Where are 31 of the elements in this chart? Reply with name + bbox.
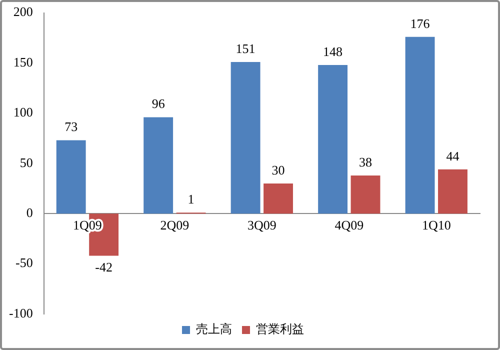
legend-label: 売上高 bbox=[196, 322, 232, 336]
y-tick-label: 100 bbox=[13, 104, 33, 120]
data-label: 151 bbox=[236, 40, 256, 56]
y-tick-label: 50 bbox=[20, 154, 33, 170]
x-tick-label: 2Q09 bbox=[160, 218, 190, 233]
y-tick-label: 150 bbox=[13, 54, 33, 70]
legend-label: 営業利益 bbox=[256, 322, 304, 336]
data-label: 96 bbox=[152, 96, 166, 112]
data-label: 38 bbox=[359, 154, 372, 170]
data-label: 44 bbox=[446, 148, 460, 164]
y-tick-label: -50 bbox=[15, 255, 33, 270]
x-tick-label: 3Q09 bbox=[247, 218, 276, 233]
x-tick-label: 4Q09 bbox=[334, 218, 364, 233]
bar bbox=[405, 36, 435, 214]
bar bbox=[318, 65, 348, 214]
data-label: 30 bbox=[272, 162, 285, 178]
data-label: 73 bbox=[64, 119, 78, 134]
bar bbox=[230, 62, 260, 214]
data-label: 148 bbox=[323, 44, 343, 59]
data-label: 1 bbox=[188, 192, 194, 207]
bar bbox=[264, 183, 293, 214]
y-tick-label: 200 bbox=[13, 4, 33, 20]
bar bbox=[56, 140, 86, 214]
bar bbox=[350, 175, 380, 214]
x-tick-label: 1Q10 bbox=[422, 218, 451, 233]
y-tick-label: -100 bbox=[8, 305, 33, 320]
bar bbox=[144, 117, 174, 214]
data-label: 176 bbox=[410, 16, 430, 31]
y-tick-label: 0 bbox=[26, 205, 33, 220]
bar bbox=[438, 169, 468, 214]
data-label: -42 bbox=[95, 260, 112, 275]
